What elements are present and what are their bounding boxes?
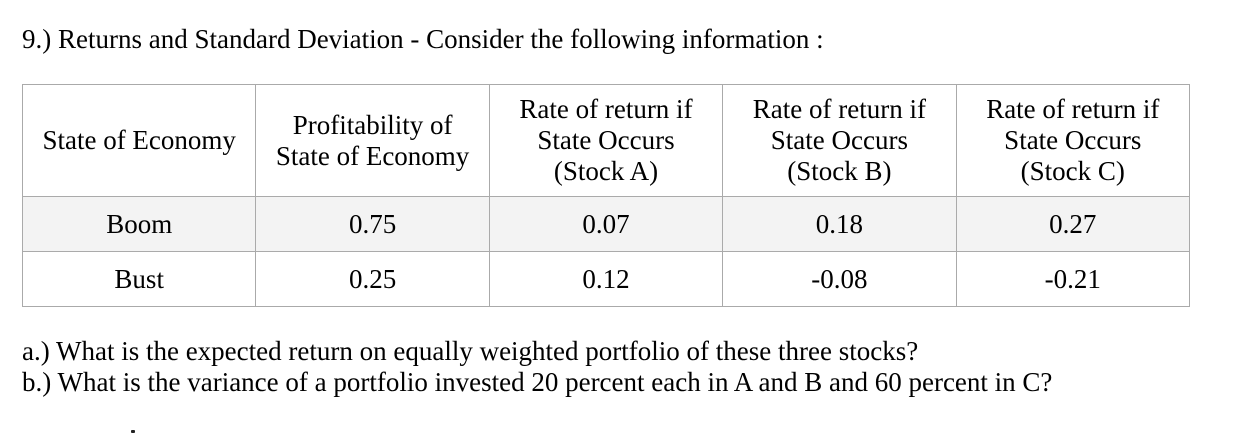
cell-boom-stock-a: 0.07 xyxy=(488,196,724,252)
question-a: a.) What is the expected return on equal… xyxy=(22,336,919,366)
header-cell-state-of-economy: State of Economy xyxy=(21,84,257,197)
cell-boom-probability: 0.75 xyxy=(255,196,490,252)
table-row-bust: Bust 0.25 0.12 -0.08 -0.21 xyxy=(21,251,1191,307)
header-cell-stock-c: Rate of return if State Occurs (Stock C) xyxy=(955,84,1191,197)
header-cell-probability: Profitability of State of Economy xyxy=(255,84,490,197)
returns-table: State of Economy Profitability of State … xyxy=(21,84,1191,307)
cell-boom-stock-b: 0.18 xyxy=(722,196,957,252)
header-cell-stock-b: Rate of return if State Occurs (Stock B) xyxy=(722,84,957,197)
table-row-boom: Boom 0.75 0.07 0.18 0.27 xyxy=(21,196,1191,252)
question-b: b.) What is the variance of a portfolio … xyxy=(22,367,1053,397)
cutoff-character-artifact xyxy=(131,430,135,433)
header-cell-stock-a: Rate of return if State Occurs (Stock A) xyxy=(488,84,724,197)
cell-bust-state: Bust xyxy=(21,251,257,307)
cell-boom-state: Boom xyxy=(21,196,257,252)
cell-bust-stock-c: -0.21 xyxy=(955,251,1191,307)
problem-title: 9.) Returns and Standard Deviation - Con… xyxy=(22,24,824,54)
cell-bust-stock-b: -0.08 xyxy=(722,251,957,307)
cell-bust-stock-a: 0.12 xyxy=(488,251,724,307)
cell-bust-probability: 0.25 xyxy=(255,251,490,307)
table-header-row: State of Economy Profitability of State … xyxy=(21,84,1191,197)
questions-block: a.) What is the expected return on equal… xyxy=(22,336,1052,398)
cell-boom-stock-c: 0.27 xyxy=(955,196,1191,252)
